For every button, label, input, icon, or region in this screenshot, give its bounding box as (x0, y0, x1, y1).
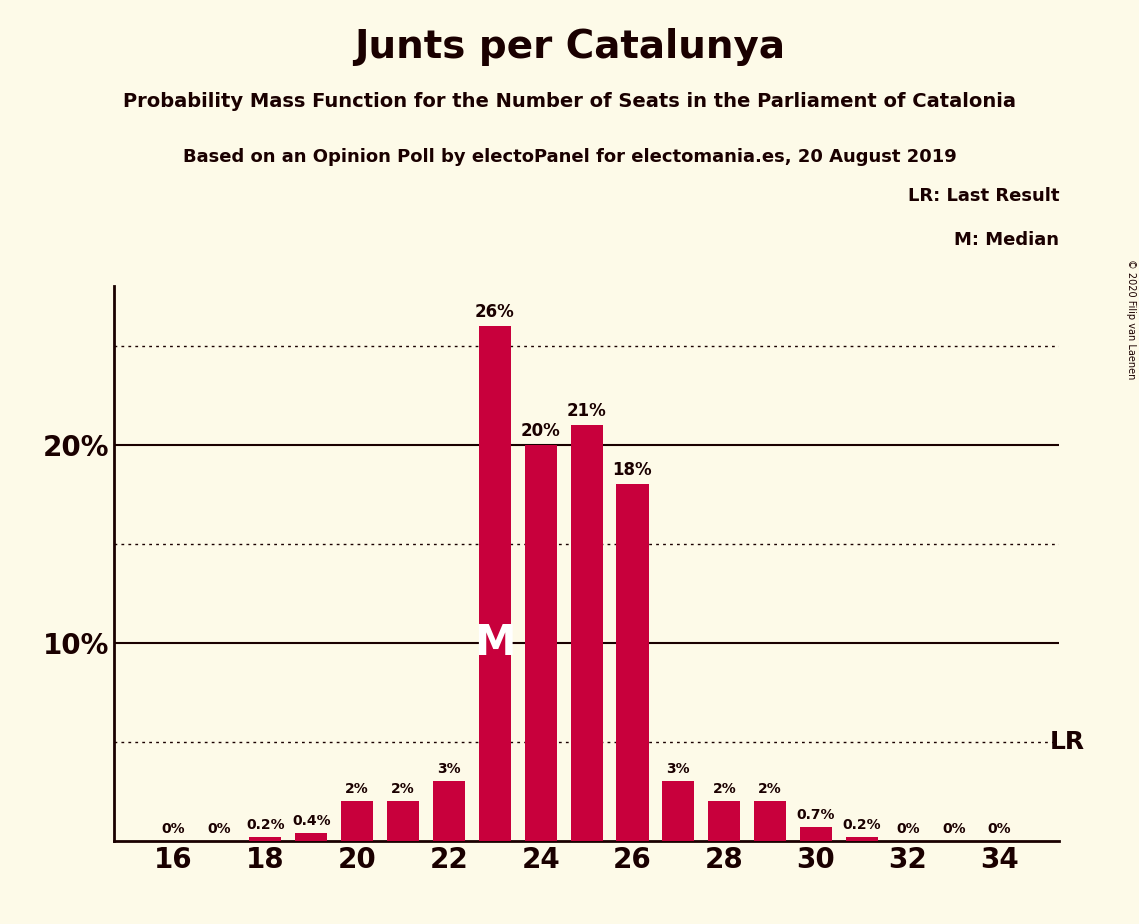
Text: 0%: 0% (942, 821, 966, 836)
Text: 0.7%: 0.7% (797, 808, 835, 822)
Bar (800, 827, 833, 841)
Text: 0.2%: 0.2% (843, 818, 882, 832)
Text: 20%: 20% (521, 422, 560, 440)
Text: Probability Mass Function for the Number of Seats in the Parliament of Catalonia: Probability Mass Function for the Number… (123, 92, 1016, 112)
Text: 0%: 0% (162, 821, 186, 836)
Bar (846, 837, 878, 841)
Text: 0%: 0% (207, 821, 231, 836)
Text: 2%: 2% (759, 783, 782, 796)
Text: © 2020 Filip van Laenen: © 2020 Filip van Laenen (1126, 259, 1136, 379)
Bar (249, 837, 281, 841)
Text: LR: LR (1050, 730, 1085, 754)
Text: 21%: 21% (567, 402, 606, 420)
Text: Based on an Opinion Poll by electoPanel for electomania.es, 20 August 2019: Based on an Opinion Poll by electoPanel … (182, 148, 957, 165)
Bar (571, 425, 603, 841)
Bar (754, 801, 786, 841)
Text: 26%: 26% (475, 303, 515, 322)
Text: 2%: 2% (712, 783, 736, 796)
Text: LR: Last Result: LR: Last Result (908, 187, 1059, 204)
Text: 0%: 0% (896, 821, 919, 836)
Text: Junts per Catalunya: Junts per Catalunya (354, 28, 785, 66)
Bar (478, 326, 511, 841)
Bar (433, 782, 465, 841)
Bar (616, 484, 648, 841)
Bar (662, 782, 695, 841)
Text: M: M (474, 622, 516, 663)
Bar (341, 801, 374, 841)
Text: 3%: 3% (666, 762, 690, 776)
Bar (525, 444, 557, 841)
Text: 2%: 2% (391, 783, 415, 796)
Text: 2%: 2% (345, 783, 369, 796)
Text: 3%: 3% (437, 762, 460, 776)
Bar (387, 801, 419, 841)
Text: 18%: 18% (613, 461, 653, 480)
Text: 0%: 0% (988, 821, 1011, 836)
Text: 0.4%: 0.4% (292, 814, 330, 828)
Text: M: Median: M: Median (954, 231, 1059, 249)
Bar (708, 801, 740, 841)
Bar (295, 833, 327, 841)
Text: 0.2%: 0.2% (246, 818, 285, 832)
